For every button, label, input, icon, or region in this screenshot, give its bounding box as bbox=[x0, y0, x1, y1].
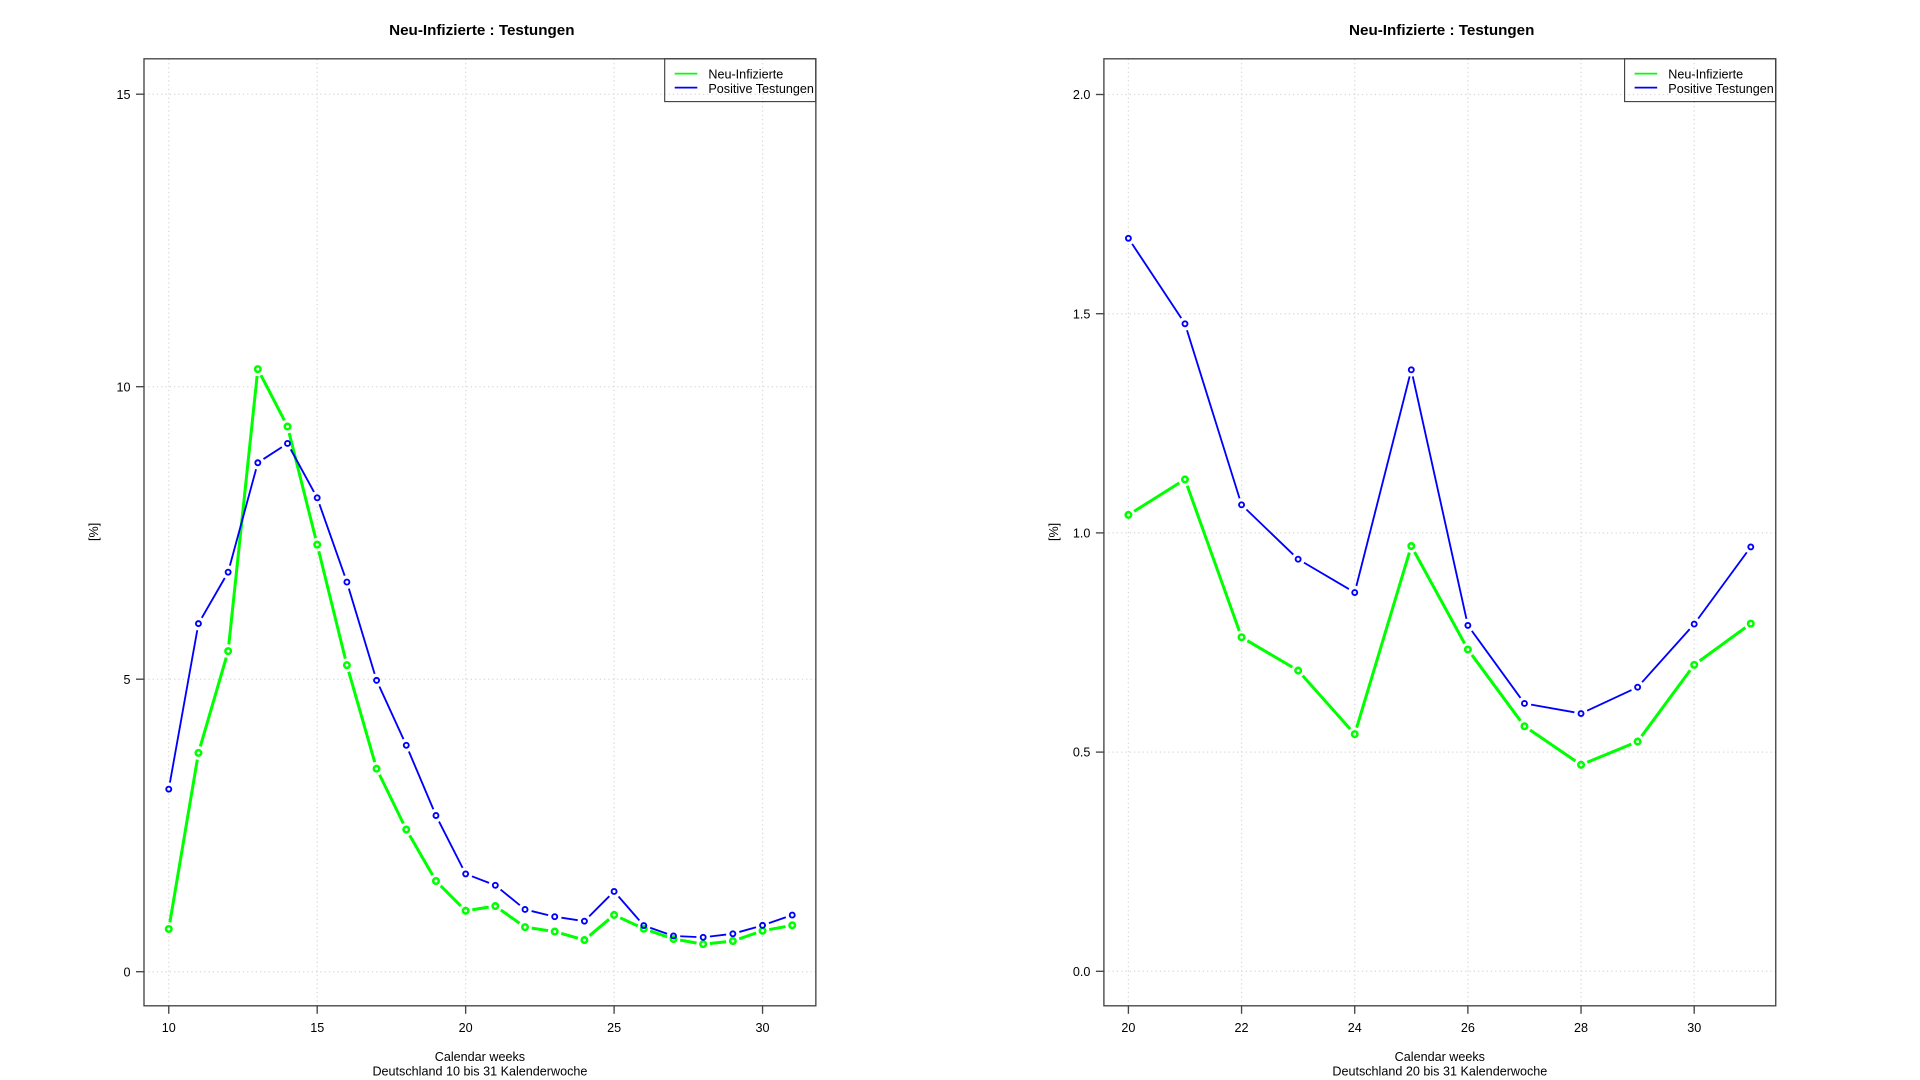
svg-text:Calendar weeks: Calendar weeks bbox=[435, 1050, 525, 1064]
svg-text:[%]: [%] bbox=[1047, 523, 1061, 541]
svg-text:22: 22 bbox=[1235, 1021, 1249, 1035]
svg-text:Neu-Infizierte: Neu-Infizierte bbox=[1668, 68, 1743, 82]
svg-text:2.0: 2.0 bbox=[1073, 88, 1091, 102]
svg-text:0: 0 bbox=[123, 965, 130, 979]
svg-text:0.0: 0.0 bbox=[1073, 965, 1091, 979]
svg-text:Deutschland 20 bis 31 Kalender: Deutschland 20 bis 31 Kalenderwoche bbox=[1332, 1065, 1547, 1079]
svg-text:20: 20 bbox=[1121, 1021, 1135, 1035]
svg-text:Positive Testungen: Positive Testungen bbox=[708, 82, 813, 96]
svg-text:10: 10 bbox=[162, 1021, 176, 1035]
svg-text:Neu-Infizierte : Testungen: Neu-Infizierte : Testungen bbox=[1349, 22, 1534, 39]
svg-text:1.5: 1.5 bbox=[1073, 307, 1091, 321]
svg-text:24: 24 bbox=[1348, 1021, 1362, 1035]
svg-text:0.5: 0.5 bbox=[1073, 746, 1091, 760]
svg-text:15: 15 bbox=[116, 88, 130, 102]
svg-text:5: 5 bbox=[123, 673, 130, 687]
svg-text:30: 30 bbox=[1687, 1021, 1701, 1035]
svg-text:15: 15 bbox=[310, 1021, 324, 1035]
svg-text:Neu-Infizierte : Testungen: Neu-Infizierte : Testungen bbox=[389, 22, 574, 39]
svg-text:25: 25 bbox=[607, 1021, 621, 1035]
svg-text:20: 20 bbox=[459, 1021, 473, 1035]
svg-text:26: 26 bbox=[1461, 1021, 1475, 1035]
svg-text:28: 28 bbox=[1574, 1021, 1588, 1035]
svg-text:Neu-Infizierte: Neu-Infizierte bbox=[708, 68, 783, 82]
svg-text:10: 10 bbox=[116, 380, 130, 394]
svg-text:Deutschland 10 bis 31 Kalender: Deutschland 10 bis 31 Kalenderwoche bbox=[372, 1065, 587, 1079]
svg-text:[%]: [%] bbox=[87, 523, 101, 541]
svg-text:1.0: 1.0 bbox=[1073, 527, 1091, 541]
svg-text:Positive Testungen: Positive Testungen bbox=[1668, 82, 1773, 96]
svg-text:Calendar weeks: Calendar weeks bbox=[1395, 1050, 1485, 1064]
svg-text:30: 30 bbox=[756, 1021, 770, 1035]
